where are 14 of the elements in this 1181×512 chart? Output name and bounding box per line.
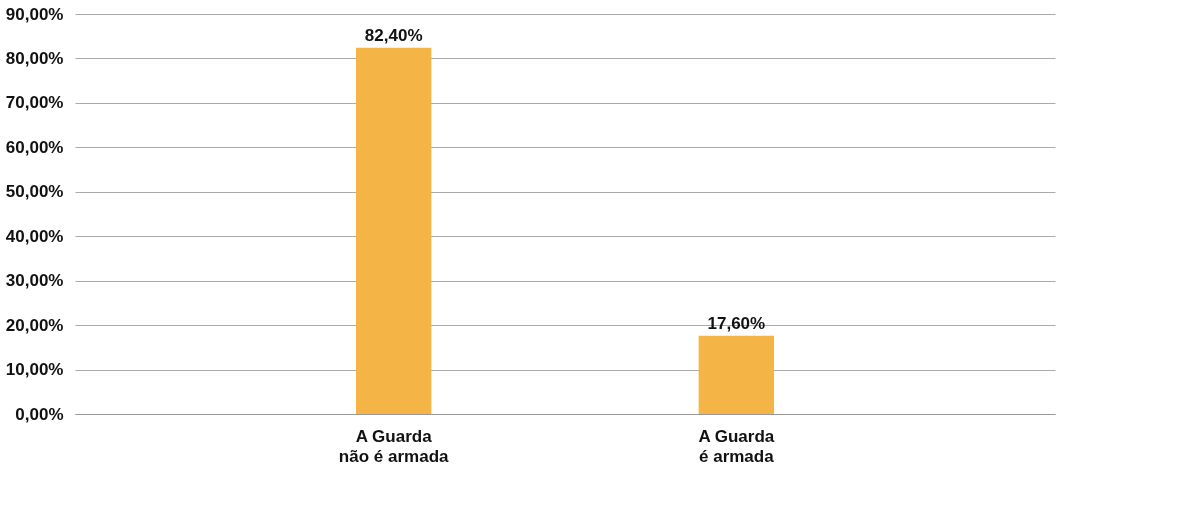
y-tick-label: 30,00%: [5, 271, 64, 291]
y-tick-label: 40,00%: [5, 226, 64, 246]
y-tick-label: 10,00%: [5, 360, 64, 380]
y-tick-label: 90,00%: [5, 4, 64, 24]
y-tick-label: 0,00%: [15, 404, 64, 424]
y-tick-label: 80,00%: [5, 48, 64, 68]
data-label: 82,40%: [364, 25, 423, 45]
data-label: 17,60%: [707, 313, 766, 333]
x-tick-label: A Guarda não é armada: [338, 426, 450, 466]
y-tick-label: 70,00%: [5, 93, 64, 113]
x-tick-label: A Guarda é armada: [698, 426, 775, 466]
y-tick-label: 50,00%: [5, 182, 64, 202]
y-tick-label: 20,00%: [5, 315, 64, 335]
y-tick-label: 60,00%: [5, 137, 64, 157]
